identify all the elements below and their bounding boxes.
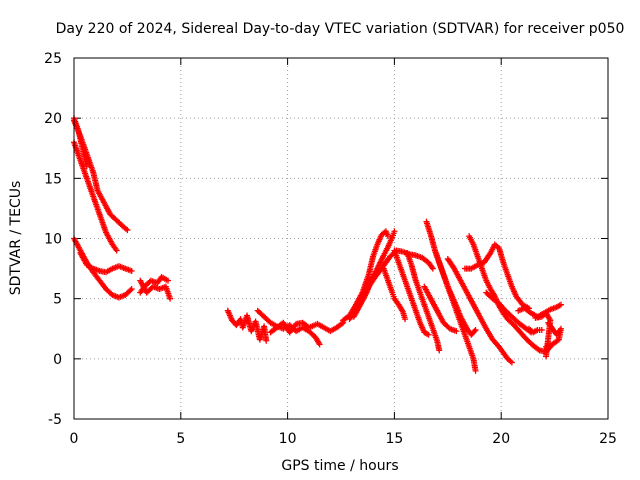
x-tick-label: 25	[599, 431, 617, 447]
data-point	[338, 320, 345, 327]
data-point	[535, 346, 542, 353]
x-tick-label: 15	[385, 431, 403, 447]
data-point	[391, 228, 398, 235]
data-point	[538, 326, 545, 333]
data-point	[508, 359, 515, 366]
chart-title: Day 220 of 2024, Sidereal Day-to-day VTE…	[56, 21, 625, 37]
data-point	[384, 233, 391, 240]
y-tick-label: 0	[53, 352, 62, 368]
data-point	[436, 347, 443, 354]
x-axis-label: GPS time / hours	[281, 458, 398, 474]
data-point	[316, 341, 323, 348]
y-tick-label: 5	[53, 292, 62, 308]
y-axis-label: SDTVAR / TECUs	[8, 181, 24, 296]
data-point	[472, 326, 479, 333]
data-point	[127, 287, 134, 294]
y-tick-label: 25	[44, 51, 62, 67]
y-tick-label: 10	[44, 232, 62, 248]
x-tick-label: 5	[176, 431, 185, 447]
y-tick-label: -5	[48, 412, 62, 428]
data-point	[124, 227, 131, 234]
data-point	[113, 247, 120, 254]
data-point	[83, 163, 90, 170]
data-point	[402, 316, 409, 323]
data-point	[472, 367, 479, 374]
data-point	[543, 353, 550, 360]
x-tick-label: 20	[492, 431, 510, 447]
data-point	[453, 328, 460, 335]
data-point	[128, 286, 135, 293]
data-points	[71, 115, 565, 374]
ticks: 0 5 10 15 20 25 -5 0 5 10 15 20 25	[44, 51, 617, 447]
data-point	[167, 295, 174, 302]
x-tick-label: 0	[70, 431, 79, 447]
y-tick-label: 20	[44, 111, 62, 127]
grid	[74, 58, 608, 419]
data-point	[128, 267, 135, 274]
data-point	[471, 328, 478, 335]
data-point	[558, 301, 565, 308]
data-point	[429, 265, 436, 272]
x-tick-label: 10	[279, 431, 297, 447]
plot-border	[73, 57, 609, 420]
y-tick-label: 15	[44, 171, 62, 187]
data-point	[263, 337, 270, 344]
data-point	[164, 277, 171, 284]
data-point	[425, 331, 432, 338]
